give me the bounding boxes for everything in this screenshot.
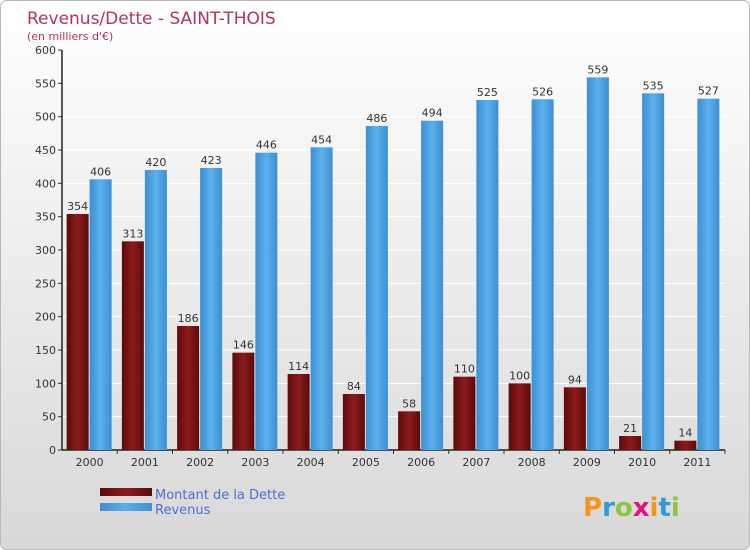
logo-letter: r	[602, 493, 615, 523]
data-label-debt: 146	[233, 339, 254, 352]
y-tick-label: 250	[35, 277, 56, 290]
data-label-debt: 58	[402, 397, 416, 410]
x-tick-label: 2007	[462, 456, 490, 469]
data-label-revenus: 423	[201, 154, 222, 167]
data-label-debt: 110	[454, 363, 475, 376]
y-tick-labels: 0 50 100 150 200 250 300 350 400 450 500 550 600	[35, 44, 56, 457]
y-tick-label: 400	[35, 177, 56, 190]
legend: Montant de la Dette Revenus	[100, 488, 285, 518]
y-tick-label: 350	[35, 211, 56, 224]
data-label-debt: 186	[178, 312, 199, 325]
x-tick-label: 2009	[573, 456, 601, 469]
bar-debt	[287, 374, 310, 450]
logo-letter: x	[633, 493, 650, 523]
legend-label-debt: Montant de la Dette	[155, 488, 285, 503]
chart-title: Revenus/Dette - SAINT-THOIS	[27, 9, 276, 29]
x-tick-label: 2006	[407, 456, 435, 469]
bar-revenus	[697, 98, 720, 451]
data-label-debt: 14	[678, 427, 692, 440]
x-tick-label: 2003	[241, 456, 269, 469]
bar-revenus	[531, 99, 554, 450]
data-label-revenus: 494	[422, 107, 443, 120]
data-label-debt: 21	[623, 422, 637, 435]
data-label-debt: 354	[67, 200, 88, 213]
data-label-revenus: 406	[90, 165, 111, 178]
y-tick-label: 150	[35, 344, 56, 357]
data-label-revenus: 559	[587, 63, 608, 76]
bar-debt	[563, 387, 586, 450]
data-label-revenus: 535	[643, 79, 664, 92]
bar-debt	[398, 411, 421, 450]
data-label-debt: 84	[347, 380, 361, 393]
bar-revenus	[421, 120, 444, 451]
data-label-revenus: 525	[477, 86, 498, 99]
legend-swatch-revenus	[100, 503, 152, 511]
y-tick-label: 550	[35, 77, 56, 90]
bar-debt	[508, 383, 531, 450]
x-tick-label: 2010	[628, 456, 656, 469]
data-label-revenus: 446	[256, 139, 277, 152]
logo-letter: i	[650, 493, 659, 523]
grid-lines	[58, 49, 725, 451]
y-tick-label: 0	[49, 444, 56, 457]
x-tick-label: 2004	[297, 456, 325, 469]
bar-debt	[619, 436, 642, 450]
x-tick-label: 2011	[683, 456, 711, 469]
proxiti-logo: Proxiti	[583, 493, 680, 523]
logo-letter: i	[671, 493, 680, 523]
bar-revenus	[89, 179, 112, 451]
data-label-revenus: 420	[145, 156, 166, 169]
x-tick-label: 2002	[186, 456, 214, 469]
x-tick-label: 2005	[352, 456, 380, 469]
data-label-revenus: 486	[366, 112, 387, 125]
chart-subtitle: (en milliers d'€)	[27, 30, 113, 43]
y-tick-label: 50	[42, 411, 56, 424]
x-tick-labels: 2000 2001 2002 2003 2004 2005 2006 2007 2008 2009…	[76, 450, 726, 469]
data-label-revenus: 527	[698, 85, 719, 98]
logo-letter: o	[615, 493, 633, 523]
bar-revenus	[365, 126, 388, 450]
data-label-revenus: 454	[311, 133, 332, 146]
bar-revenus	[144, 170, 167, 450]
bar-debt	[121, 241, 144, 450]
bar-debt	[674, 440, 697, 450]
legend-swatch-debt	[100, 488, 152, 496]
y-tick-label: 100	[35, 377, 56, 390]
data-label-debt: 100	[509, 369, 530, 382]
data-label-debt: 94	[568, 373, 582, 386]
logo-letter: P	[583, 493, 602, 523]
bar-debt	[232, 352, 255, 450]
x-tick-label: 2008	[518, 456, 546, 469]
data-label-debt: 114	[288, 360, 309, 373]
bar-debt	[342, 394, 365, 450]
bar-revenus	[476, 100, 499, 450]
bar-debt	[453, 376, 476, 450]
x-tick-label: 2000	[76, 456, 104, 469]
bar-debt	[66, 214, 89, 450]
y-tick-label: 600	[35, 44, 56, 57]
y-tick-label: 450	[35, 144, 56, 157]
data-labels: 354 406 313 420 186 423 146 446 114 454 84 486 58 494…	[67, 63, 719, 439]
bar-revenus	[255, 152, 278, 450]
data-label-debt: 313	[122, 227, 143, 240]
legend-label-revenus: Revenus	[155, 503, 211, 518]
bar-debt	[177, 326, 200, 450]
bars	[66, 77, 720, 451]
bar-revenus	[642, 93, 665, 450]
data-label-revenus: 526	[532, 85, 553, 98]
y-tick-label: 300	[35, 244, 56, 257]
bar-revenus	[586, 77, 609, 450]
x-tick-label: 2001	[131, 456, 159, 469]
y-tick-label: 500	[35, 111, 56, 124]
bar-revenus	[200, 168, 223, 450]
bar-revenus	[310, 147, 333, 451]
logo-letter: t	[658, 493, 670, 523]
y-tick-label: 200	[35, 311, 56, 324]
